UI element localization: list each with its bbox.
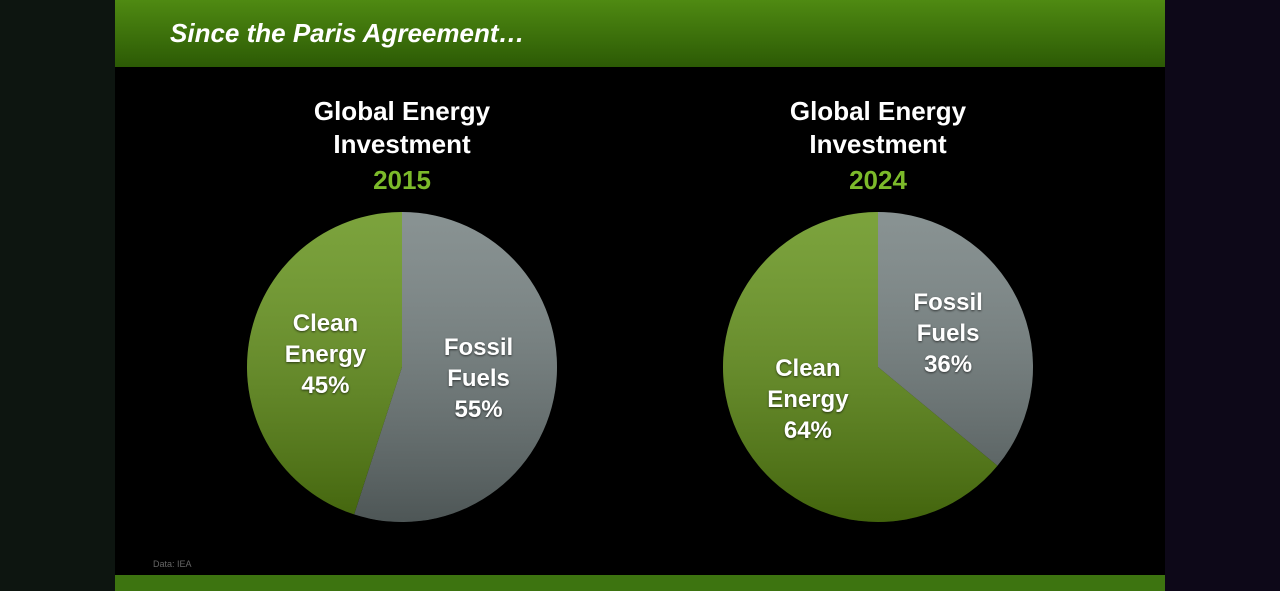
slice-category: Fossil Fuels <box>913 289 983 347</box>
slice-label: Clean Energy 64% <box>753 353 863 446</box>
slice-value: 55% <box>454 396 503 424</box>
slice-value: 45% <box>301 371 350 399</box>
slice-value: 36% <box>924 351 973 378</box>
slice-category: Clean Energy <box>767 354 849 413</box>
header-bar <box>115 0 1165 67</box>
slice-category: Fossil Fuels <box>443 334 514 393</box>
chart-title: Global Energy Investment <box>313 96 491 159</box>
slide-title: Since the Paris Agreement… <box>170 18 525 48</box>
source: Data: IEA <box>153 559 192 569</box>
chart-subtitle: 2015 <box>373 165 431 195</box>
slice-label: Fossil Fuels 55% <box>424 332 534 425</box>
footer-bar <box>115 575 1165 591</box>
side-left <box>0 0 115 591</box>
side-right <box>1165 0 1280 591</box>
chart-title: Global Energy Investment <box>789 96 967 159</box>
slice-label: Fossil Fuels 36% <box>893 287 1003 380</box>
slice-label: Clean Energy 45% <box>270 308 380 401</box>
slice-value: 64% <box>783 416 832 444</box>
chart-subtitle: 2024 <box>849 165 907 195</box>
slice-category: Clean Energy <box>284 309 367 368</box>
